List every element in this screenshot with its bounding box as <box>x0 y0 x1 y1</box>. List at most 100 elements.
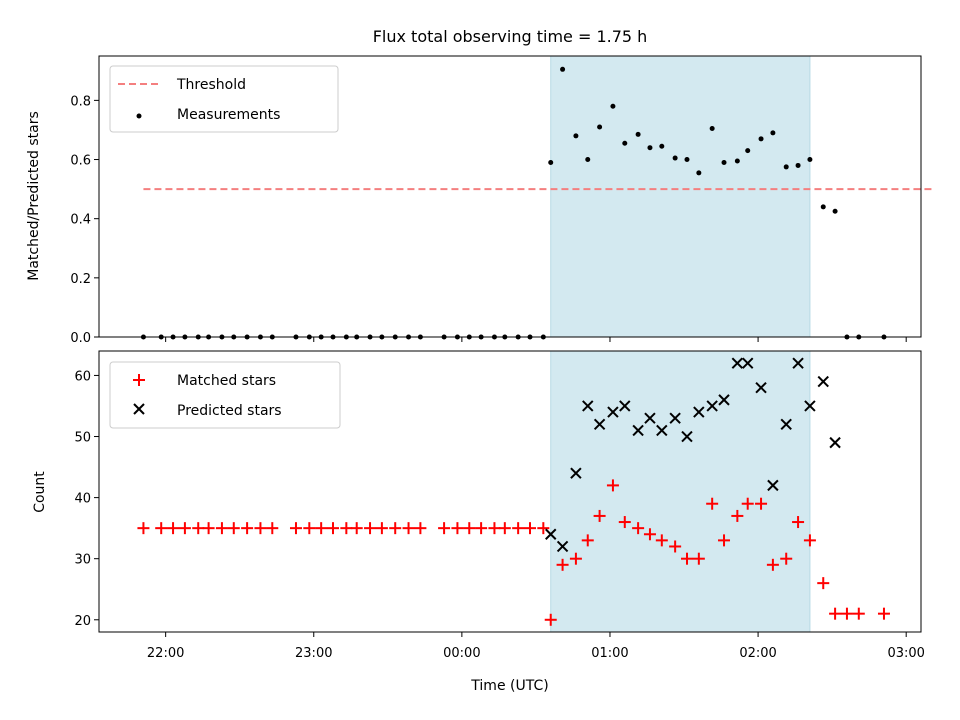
matched-star-point <box>718 534 731 547</box>
measurement-point <box>647 145 653 151</box>
matched-star-point <box>669 540 682 553</box>
matched-star-point <box>488 522 501 535</box>
predicted-star-point <box>767 479 779 492</box>
x-axis-label: Time (UTC) <box>470 678 548 694</box>
matched-star-point <box>731 509 744 522</box>
measurement-point <box>745 148 751 154</box>
matched-star-point <box>438 522 451 535</box>
predicted-star-point <box>731 357 744 369</box>
predicted-star-point <box>817 375 829 388</box>
matched-star-point <box>544 613 557 626</box>
matched-star-point <box>315 522 328 535</box>
matched-star-point <box>792 516 805 529</box>
measurements-legend-label: Measurements <box>177 107 280 123</box>
bottom-highlight-span <box>550 350 811 633</box>
measurement-point <box>585 157 591 163</box>
measurement-point <box>635 131 641 137</box>
matched-star-point <box>192 522 205 535</box>
bot-y-tick-label: 30 <box>74 553 91 568</box>
predicted-star-point <box>669 412 681 424</box>
measurement-point <box>770 130 776 136</box>
x-tick-label: 00:00 <box>443 646 480 661</box>
top-y-tick-label: 0.6 <box>70 154 91 169</box>
matched-star-point <box>289 522 302 535</box>
matched-star-point <box>766 558 779 571</box>
matched-star-point <box>498 522 511 535</box>
predicted-star-point <box>582 400 594 412</box>
top-y-tick-label: 0.8 <box>70 94 91 109</box>
matched-star-point <box>178 522 191 535</box>
predicted-star-point <box>681 430 693 443</box>
x-tick-label: 22:00 <box>147 646 184 661</box>
top-y-tick-label: 0.0 <box>70 331 91 346</box>
measurement-point <box>807 157 813 163</box>
matched-star-point <box>137 522 150 535</box>
top-highlight-span <box>550 55 811 338</box>
measurement-point <box>684 157 690 163</box>
matched-star-point <box>780 552 793 565</box>
matched-star-point <box>852 607 865 620</box>
matched-star-point <box>523 522 536 535</box>
top-plot-frame <box>98 55 922 338</box>
predicted-star-point <box>804 400 816 412</box>
predicted-star-point <box>755 381 767 394</box>
top-legend: Threshold Measurements <box>109 65 339 133</box>
measurement-point <box>832 208 838 214</box>
matched-star-point <box>655 534 668 547</box>
matched-star-point <box>266 522 279 535</box>
predicted-star-point <box>556 540 569 553</box>
measurement-point <box>597 124 603 130</box>
matched-star-point <box>364 522 377 535</box>
predicted-star-point <box>545 528 557 540</box>
predicted-star-point <box>607 406 619 418</box>
matched-star-point <box>741 497 754 510</box>
matched-star-point <box>556 558 569 571</box>
matched-star-point <box>692 552 705 565</box>
bottom-y-axis-label: Count <box>32 471 48 513</box>
measurement-point <box>548 159 554 165</box>
matched-star-point <box>202 522 215 535</box>
matched-star-point <box>451 522 464 535</box>
measurement-point <box>709 125 715 131</box>
predicted-legend-swatch <box>133 403 145 415</box>
top-panel: 0.00.20.40.60.8 Matched/Predicted stars … <box>26 55 933 346</box>
matched-star-point <box>593 509 606 522</box>
predicted-star-point <box>693 406 705 418</box>
predicted-star-point <box>593 418 606 431</box>
matched-star-point <box>389 522 402 535</box>
x-tick-label: 23:00 <box>295 646 332 661</box>
matched-star-point <box>475 522 488 535</box>
matched-star-point <box>755 497 768 510</box>
bottom-legend-box <box>109 361 341 429</box>
x-tick-label: 03:00 <box>887 646 924 661</box>
measurement-point <box>573 133 579 139</box>
matched-star-point <box>606 479 619 492</box>
matched-star-point <box>569 552 582 565</box>
matched-star-point <box>643 528 656 541</box>
measurement-point <box>783 164 789 170</box>
matched-star-point <box>340 522 353 535</box>
matched-star-point <box>829 607 842 620</box>
predicted-star-point <box>792 357 804 369</box>
matched-star-point <box>840 607 853 620</box>
top-y-tick-label: 0.4 <box>70 213 91 228</box>
predicted-star-point <box>619 400 631 412</box>
measurement-point <box>659 143 665 149</box>
matched-star-point <box>803 534 816 547</box>
predicted-star-point <box>570 467 582 479</box>
measurement-point <box>622 140 628 146</box>
matched-star-point <box>375 522 388 535</box>
measurement-point <box>734 158 740 164</box>
bottom-plot-frame <box>98 350 922 633</box>
predicted-star-point <box>656 424 668 437</box>
measurement-point <box>795 162 801 168</box>
bot-y-tick-label: 50 <box>74 431 91 446</box>
predicted-star-point <box>632 424 644 437</box>
matched-star-point <box>303 522 316 535</box>
top-legend-box <box>109 65 339 133</box>
matched-star-point <box>581 534 594 547</box>
bot-y-tick-label: 20 <box>74 614 91 629</box>
matched-star-point <box>512 522 525 535</box>
matched-star-point <box>254 522 267 535</box>
